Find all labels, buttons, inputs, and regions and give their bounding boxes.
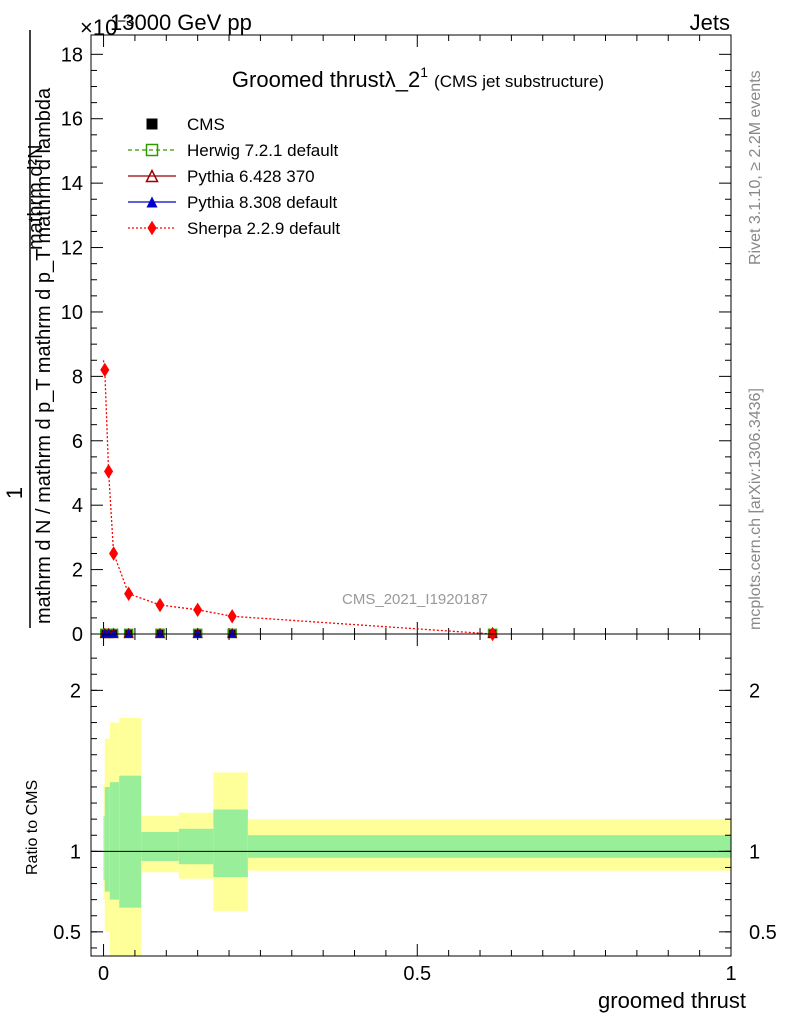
watermark: CMS_2021_I1920187 xyxy=(342,591,488,608)
ratio-plot: 0.5 0.5 1 1 2 2 0 0.5 1 Ratio to CMS groomed thr… xyxy=(24,633,777,1013)
ratio-y-tick-label-right: 0.5 xyxy=(749,922,777,944)
ratio-x-tick-label: 0.5 xyxy=(403,963,431,985)
ratio-stat-band xyxy=(104,786,110,892)
plot-title: Groomed thrustλ_21 (CMS jet substructure) xyxy=(232,64,604,92)
y-label-top: mathrm d²N xyxy=(25,144,47,250)
y-label-numerator: 1 xyxy=(2,487,27,499)
plot-title-suffix: (CMS jet substructure) xyxy=(434,72,604,91)
main-y-ticks: 0 2 4 6 8 10 12 14 16 18 xyxy=(61,35,732,646)
y-exponent-base: ×10 xyxy=(80,15,117,40)
legend-entry-label: Herwig 7.2.1 default xyxy=(187,141,338,160)
ratio-y-tick-label-right: 1 xyxy=(749,841,760,863)
data-point-diamond xyxy=(104,464,114,479)
ratio-y-tick-label: 2 xyxy=(70,680,81,702)
ratio-y-tick-label-right: 2 xyxy=(749,680,760,702)
mcplots-label: mcplots.cern.ch [arXiv:1306.3436] xyxy=(747,388,764,630)
header-energy-label: 13000 GeV pp xyxy=(110,10,252,35)
data-point-open-triangle xyxy=(145,168,159,183)
data-point-triangle xyxy=(228,629,237,638)
ratio-stat-band xyxy=(178,828,214,865)
plot-title-main: Groomed thrustλ_2 xyxy=(232,67,420,92)
data-point-diamond xyxy=(227,609,237,624)
data-point-triangle xyxy=(146,196,158,208)
data-point-triangle xyxy=(109,629,118,638)
ratio-y-label: Ratio to CMS xyxy=(24,780,41,875)
ratio-stat-band xyxy=(213,809,248,878)
main-y-tick-label: 6 xyxy=(72,431,83,453)
data-point-triangle xyxy=(156,629,165,638)
main-y-tick-label: 2 xyxy=(72,560,83,582)
y-exponent-label: ×10−3 xyxy=(80,13,134,40)
ratio-stat-band xyxy=(109,782,120,900)
data-point-triangle xyxy=(193,629,202,638)
ratio-stat-band xyxy=(141,832,179,862)
rivet-label: Rivet 3.1.10, ≥ 2.2M events xyxy=(747,70,764,265)
ratio-stat-band xyxy=(119,775,142,908)
legend: CMS Herwig 7.2.1 default Pythia 6.428 370 P… xyxy=(128,115,340,238)
ratio-y-tick-label: 0.5 xyxy=(53,922,81,944)
data-point-diamond xyxy=(155,597,165,613)
header-jets-label: Jets xyxy=(690,10,730,35)
main-y-tick-label: 14 xyxy=(61,173,83,195)
data-point-diamond xyxy=(100,362,110,378)
ratio-x-tick-label: 1 xyxy=(725,963,736,985)
data-point-diamond xyxy=(193,602,203,618)
main-y-tick-label: 8 xyxy=(72,366,83,388)
y-exponent-power: −3 xyxy=(117,13,134,30)
data-point-triangle xyxy=(124,629,133,638)
main-series-layer xyxy=(99,360,498,642)
main-y-tick-label: 12 xyxy=(61,238,83,260)
main-y-tick-label: 4 xyxy=(72,495,83,517)
data-point-triangle xyxy=(104,629,113,638)
data-point-diamond xyxy=(124,586,134,601)
plot-title-sup: 1 xyxy=(420,64,428,80)
main-y-axis-label: 1 mathrm d N / mathrm d p_T mathrm d p_T… xyxy=(2,30,55,628)
legend-entry-label: CMS xyxy=(187,115,225,134)
ratio-y-tick-label: 1 xyxy=(70,841,81,863)
y-label-denominator: mathrm d N / mathrm d p_T mathrm d p_T m… xyxy=(33,87,55,624)
legend-entry-label: Pythia 8.308 default xyxy=(187,193,338,212)
data-point-diamond xyxy=(147,220,157,236)
data-point-open-square xyxy=(145,143,159,157)
main-y-tick-label: 10 xyxy=(61,302,83,324)
x-axis-label: groomed thrust xyxy=(598,988,746,1013)
main-plot: 0 2 4 6 8 10 12 14 16 18 CMS_2021_I1920187 Groome… xyxy=(61,34,732,646)
data-point-square xyxy=(146,118,158,130)
ratio-bands-layer xyxy=(103,717,732,956)
data-point-diamond xyxy=(109,546,119,561)
main-y-tick-label: 0 xyxy=(72,624,83,646)
legend-entry-label: Pythia 6.428 370 xyxy=(187,167,315,186)
ratio-plot-frame xyxy=(90,633,732,957)
ratio-stat-band xyxy=(103,815,105,881)
legend-entry-label: Sherpa 2.2.9 default xyxy=(187,219,340,238)
main-y-tick-label: 18 xyxy=(61,44,83,66)
ratio-x-tick-label: 0 xyxy=(98,963,109,985)
ratio-ticks: 0.5 0.5 1 1 2 2 0 0.5 1 xyxy=(53,634,777,985)
main-y-tick-label: 16 xyxy=(61,109,83,131)
ratio-stat-band xyxy=(247,835,732,858)
